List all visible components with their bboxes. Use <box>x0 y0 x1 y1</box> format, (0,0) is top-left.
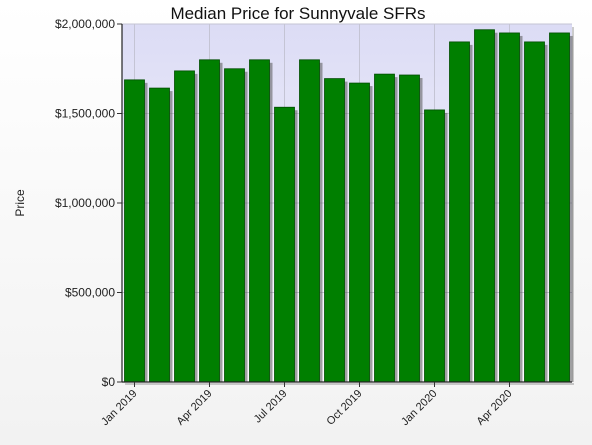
x-tick-label: Oct 2019 <box>325 388 365 428</box>
x-tick-label: Jan 2020 <box>399 388 439 428</box>
x-tick-label: Jan 2019 <box>99 388 139 428</box>
bar <box>149 87 170 383</box>
y-tick-label: $500,000 <box>65 286 115 300</box>
bar <box>474 29 495 383</box>
bar <box>174 70 195 383</box>
bar <box>199 59 220 383</box>
bar <box>449 41 470 383</box>
y-axis-label: Price <box>13 189 27 217</box>
bar <box>124 79 145 383</box>
bar <box>424 109 445 383</box>
bar <box>524 41 545 383</box>
bar <box>324 78 345 383</box>
bar <box>374 73 395 383</box>
bar <box>274 106 295 383</box>
y-tick-label: $0 <box>102 375 116 389</box>
y-tick-label: $1,000,000 <box>55 196 115 210</box>
y-tick-label: $2,000,000 <box>55 17 115 31</box>
bar <box>224 68 245 383</box>
bar <box>399 74 420 383</box>
bar <box>499 32 520 383</box>
bar <box>299 59 320 383</box>
x-tick-label: Apr 2020 <box>475 388 515 428</box>
bar <box>549 32 570 383</box>
y-tick-label: $1,500,000 <box>55 107 115 121</box>
x-tick-label: Apr 2019 <box>175 388 215 428</box>
bar <box>349 82 370 383</box>
x-tick-label: Jul 2019 <box>252 388 290 426</box>
chart-title: Median Price for Sunnyvale SFRs <box>170 4 425 23</box>
plot-area: $0 $500,000 $1,000,000 $1,500,000 $2,000,000… <box>55 17 574 428</box>
bar <box>249 59 270 383</box>
